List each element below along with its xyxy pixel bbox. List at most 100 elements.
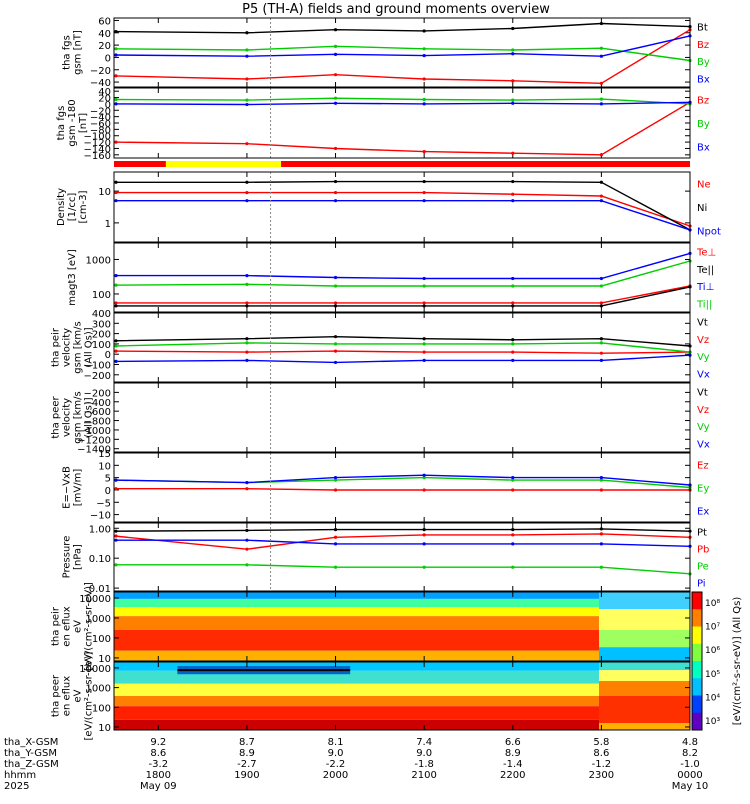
data-point <box>511 276 515 281</box>
ephemeris-value: 1900 <box>234 770 259 781</box>
data-point <box>511 476 515 480</box>
legend-Pt: Pt <box>697 528 707 539</box>
y-tick-label: 1.00 <box>89 524 111 535</box>
colorbar-segment <box>692 695 702 714</box>
series-line-Bx <box>113 101 691 106</box>
y-axis-title: [eV/(cm²-s-sr-eV)] <box>84 651 95 740</box>
panel-4: 100 1000 magt3 [eV] Te⊥ Te|| Ti⊥ Ti|| <box>67 242 716 313</box>
data-point <box>245 304 249 308</box>
data-point <box>599 341 603 345</box>
y-axis-title: [eV/(cm²-s-sr-eV)] <box>84 582 95 671</box>
y-tick-label: 100 <box>92 703 111 714</box>
legend-Bz: Bz <box>697 40 709 51</box>
spectrogram-band <box>114 683 599 696</box>
ephemeris-value: 2200 <box>500 770 525 781</box>
y-tick-label: 200 <box>92 330 111 341</box>
spectrogram-band <box>598 647 690 661</box>
data-point <box>511 338 515 342</box>
y-axis-title: (All Qs)] <box>84 397 95 437</box>
ephemeris-value: 9.0 <box>328 748 344 759</box>
data-point <box>333 146 338 151</box>
ephemeris-row-label: tha_X-GSM <box>4 737 58 748</box>
data-point <box>511 79 515 83</box>
data-point <box>114 199 118 203</box>
data-point <box>511 478 515 482</box>
data-point <box>114 478 118 482</box>
colorbar-title: [eV/(cm²-s-sr-eV)] (All Qs) <box>732 597 743 726</box>
data-point <box>114 538 118 542</box>
y-tick-label: −1400 <box>77 445 111 456</box>
legend-Ex: Ex <box>697 507 709 518</box>
legend-Npot: Npot <box>697 226 721 237</box>
legend-Vx: Vx <box>697 439 710 450</box>
ephemeris-value: 1800 <box>146 770 171 781</box>
y-axis-title: gsm -180 <box>67 99 78 146</box>
colorbar-tick-label: 10⁷ <box>705 623 720 633</box>
data-point <box>511 533 515 537</box>
data-point <box>599 102 603 106</box>
data-point <box>245 180 249 184</box>
data-point <box>511 151 515 155</box>
y-tick-label: −80 <box>90 125 111 136</box>
data-point <box>245 538 249 542</box>
data-point <box>422 47 426 51</box>
series-line-Vy <box>113 342 691 353</box>
spectrogram-band <box>114 629 599 651</box>
data-point <box>245 547 249 551</box>
ephemeris-value: 9.2 <box>150 737 166 748</box>
y-tick-label: 0.10 <box>89 554 111 565</box>
y-axis-title: gsm [nT] <box>73 30 84 75</box>
data-point <box>599 527 603 531</box>
data-point <box>422 199 426 203</box>
panel-frame <box>113 452 691 523</box>
ephemeris-value: 8.7 <box>239 737 255 748</box>
data-point <box>114 190 118 195</box>
data-point <box>599 478 603 482</box>
data-point <box>245 199 249 203</box>
data-point <box>333 96 338 100</box>
y-tick-label: −40 <box>90 113 111 124</box>
data-point <box>599 46 603 50</box>
ephemeris-value: 6.6 <box>505 737 521 748</box>
ephemeris-value: -1.2 <box>592 759 612 770</box>
ephemeris-value: 8.1 <box>328 737 344 748</box>
data-point <box>114 274 118 278</box>
colorbar-tick-label: 10⁵ <box>705 670 720 680</box>
data-point <box>511 179 515 184</box>
y-tick-label: −10 <box>90 511 111 522</box>
y-axis-title: Density <box>56 188 67 226</box>
colorbar-segment <box>692 592 702 610</box>
data-point <box>422 304 426 308</box>
data-point <box>114 349 118 353</box>
y-tick-label: 0 <box>105 100 111 111</box>
legend-Pb: Pb <box>697 545 709 556</box>
y-axis-title: gsm [km/s <box>73 391 84 444</box>
spectrogram-band <box>114 696 599 707</box>
spectrogram <box>114 592 690 661</box>
data-point <box>599 337 603 341</box>
y-axis-title: [1/cc] <box>67 193 78 222</box>
data-point <box>511 358 515 362</box>
legend-Ey: Ey <box>697 484 709 495</box>
legend-Bt: Bt <box>697 23 708 34</box>
y-tick-label: −400 <box>84 398 111 409</box>
data-point <box>511 52 515 56</box>
ephemeris-value: 0000 <box>677 770 702 781</box>
data-point <box>511 528 515 532</box>
data-point <box>245 274 249 278</box>
data-point <box>599 284 603 288</box>
legend-Ne: Ne <box>697 180 711 191</box>
y-tick-label: 100 <box>92 634 111 645</box>
y-tick-label: 300 <box>92 319 111 330</box>
data-point <box>245 98 249 102</box>
y-axis-title: magt3 [eV] <box>67 249 78 306</box>
y-tick-label: −20 <box>90 66 111 77</box>
y-axis-title: [cm-3] <box>78 190 89 223</box>
data-point <box>245 337 249 341</box>
ephemeris-value: -1.0 <box>680 759 700 770</box>
ephemeris-row-label: tha_Y-GSM <box>4 748 57 759</box>
data-point <box>599 476 603 480</box>
spectrogram-band <box>598 609 690 630</box>
data-point <box>422 337 426 341</box>
